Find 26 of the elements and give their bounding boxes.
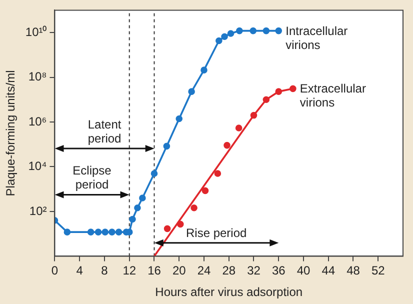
- series-label: Intracellular virions: [286, 24, 348, 52]
- y-tick-label: 10²: [29, 204, 47, 218]
- y-tick-label: 10⁴: [28, 159, 47, 174]
- x-tick-label: 0: [51, 264, 58, 278]
- x-tick-label: 48: [346, 264, 360, 278]
- y-axis-title: Plaque-forming units/ml: [4, 70, 18, 196]
- x-tick-label: 44: [322, 264, 336, 278]
- x-tick-label: 20: [172, 264, 186, 278]
- x-tick-label: 16: [148, 264, 162, 278]
- y-tick-label: 10¹⁰: [25, 24, 47, 39]
- x-tick-label: 8: [101, 264, 108, 278]
- y-tick-label: 10⁶: [28, 114, 47, 128]
- x-axis-title: Hours after virus adsorption: [155, 285, 303, 300]
- x-tick-label: 40: [296, 264, 310, 278]
- x-tick-label: 4: [76, 264, 84, 278]
- annotation: Latent period: [88, 117, 122, 146]
- x-tick-label: 28: [222, 264, 236, 278]
- x-tick-label: 36: [272, 264, 286, 278]
- x-tick-label: 12: [122, 264, 136, 278]
- y-tick-label: 10⁸: [28, 70, 47, 84]
- x-tick-label: 32: [247, 264, 261, 278]
- annotation: Eclipse period: [72, 164, 112, 192]
- series-label: Extracellular virions: [300, 82, 366, 110]
- x-tick-label: 24: [197, 264, 211, 278]
- annotation: Rise period: [186, 226, 247, 240]
- x-tick-label: 52: [371, 264, 386, 278]
